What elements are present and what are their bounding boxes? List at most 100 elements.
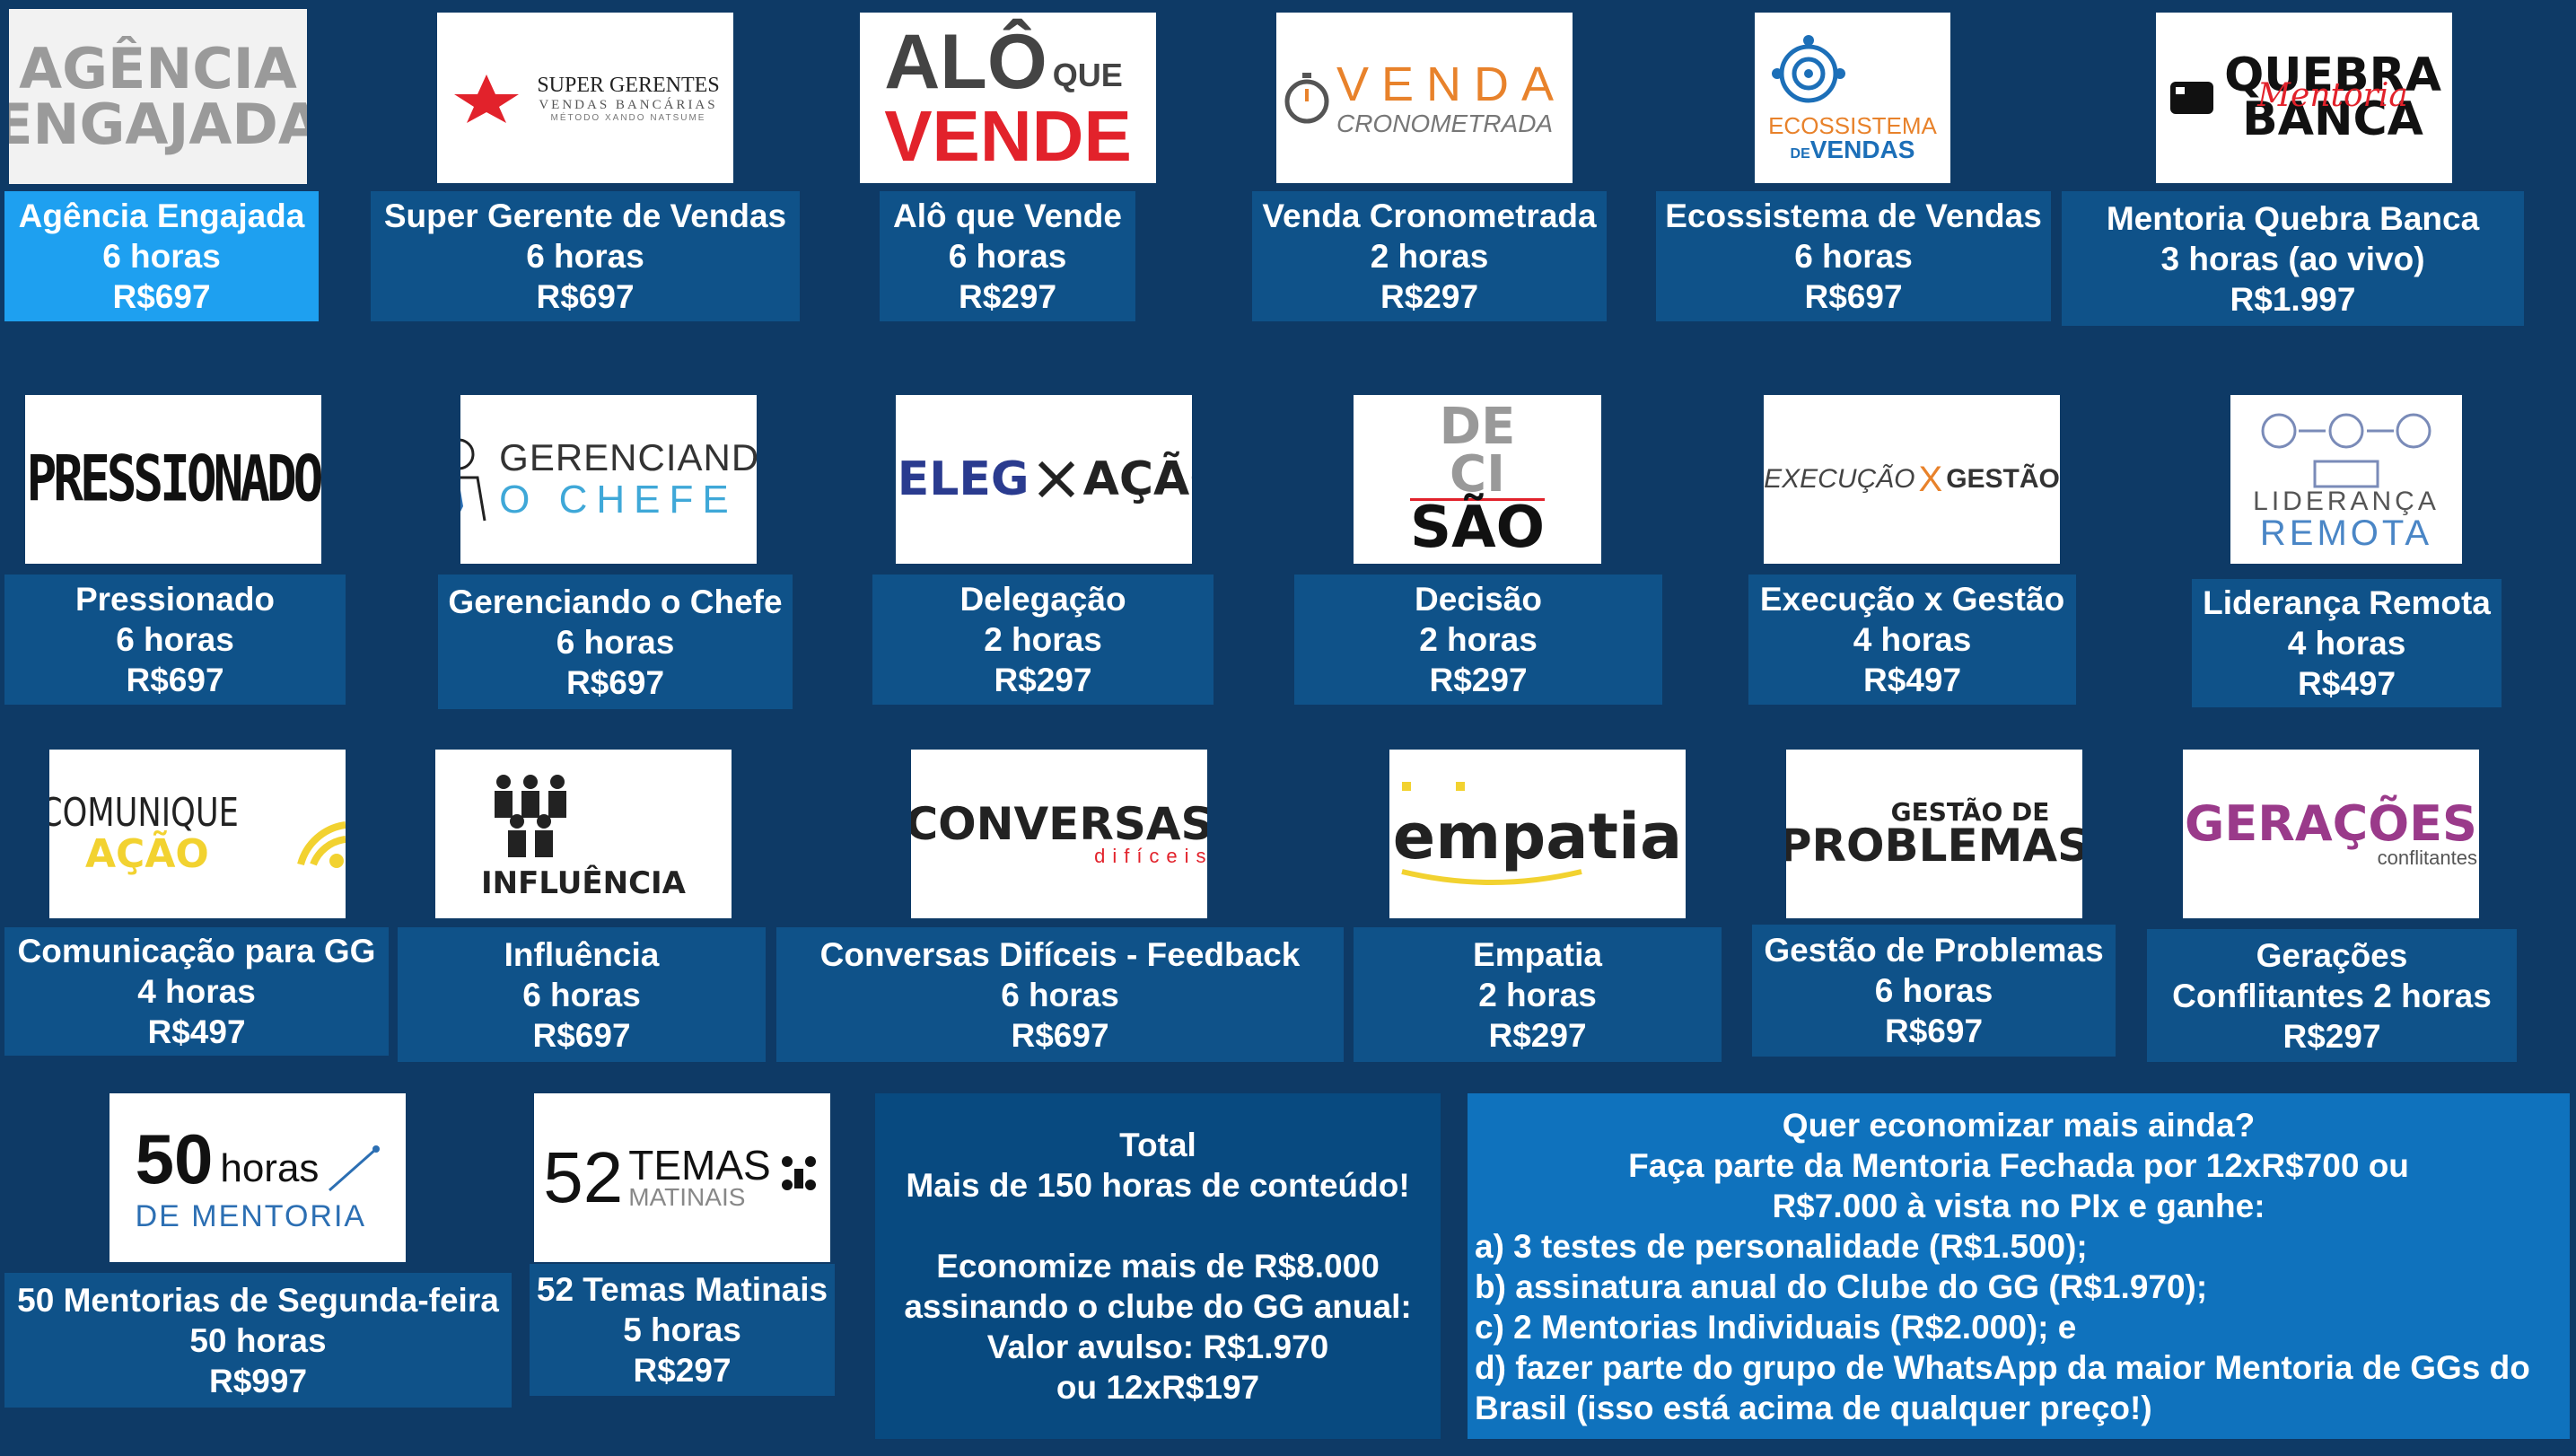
course-card-delegacao[interactable]: Delegação 2 horas R$297	[872, 575, 1214, 705]
logo-banca: BANCA	[2242, 92, 2423, 146]
summary-club: assinando o clube do GG anual:	[904, 1288, 1412, 1325]
course-card-agencia-engajada[interactable]: Agência Engajada 6 horas R$697	[4, 191, 319, 321]
logo-alo: ALÔ	[884, 19, 1047, 105]
offer-item-d-line1: d) fazer parte do grupo de WhatsApp da m…	[1475, 1348, 2530, 1386]
logo-gestao-problemas[interactable]: GESTÃO DE PROBLEMAS	[1786, 750, 2082, 918]
course-card-execucao[interactable]: Execução x Gestão 4 horas R$497	[1748, 575, 2076, 705]
course-duration: 2 horas	[984, 621, 1102, 658]
course-card-influencia[interactable]: Influência 6 horas R$697	[398, 927, 766, 1062]
course-card-50-mentorias[interactable]: 50 Mentorias de Segunda-feira 50 horas R…	[4, 1273, 512, 1408]
logo-problemas: PROBLEMAS	[1786, 819, 2082, 872]
course-card-geracoes[interactable]: Gerações Conflitantes 2 horas R$297	[2147, 929, 2517, 1062]
logo-conversas: CONVERSAS	[911, 798, 1207, 850]
logo-52: 52	[543, 1137, 624, 1217]
course-price: R$697	[126, 662, 224, 698]
logo-acao: AÇÃO	[1082, 452, 1192, 506]
course-card-ecossistema[interactable]: Ecossistema de Vendas 6 horas R$697	[1656, 191, 2051, 321]
logo-lideranca-remota[interactable]: LIDERANÇA REMOTA	[2230, 395, 2462, 564]
logo-gestao: GESTÃO	[1946, 464, 2060, 494]
course-card-pressionado[interactable]: Pressionado 6 horas R$697	[4, 575, 346, 705]
logo-empatia[interactable]: empatia	[1389, 750, 1686, 918]
course-price: R$297	[633, 1352, 732, 1389]
logo-agencia-engajada[interactable]: AGÊNCIA ENGAJADA	[9, 9, 307, 184]
course-duration: 50 horas	[189, 1321, 327, 1359]
course-duration: 6 horas	[116, 621, 234, 658]
logo-quebra: QUEBRA	[2224, 48, 2441, 102]
offer-headline: Quer economizar mais ainda?	[1782, 1106, 2256, 1144]
course-price: R$697	[112, 278, 211, 315]
summary-installments: ou 12xR$197	[1056, 1369, 1260, 1406]
course-duration: 3 horas (ao vivo)	[2160, 240, 2425, 277]
summary-savings: Economize mais de R$8.000	[936, 1248, 1380, 1285]
course-duration: 6 horas	[1794, 238, 1913, 275]
course-duration: 5 horas	[623, 1311, 741, 1348]
logo-ci: CI	[1409, 450, 1546, 502]
growth-line-icon	[329, 1145, 381, 1192]
course-price: R$697	[565, 663, 665, 701]
course-card-lideranca-remota[interactable]: Liderança Remota 4 horas R$497	[2192, 579, 2502, 707]
logo-super-sub: VENDAS BANCÁRIAS	[539, 97, 718, 112]
course-title: Agência Engajada	[18, 197, 305, 234]
logo-de: DE	[1439, 397, 1516, 456]
people-group-icon	[495, 775, 566, 857]
logo-super-gerentes[interactable]: SUPER GERENTES VENDAS BANCÁRIAS MÉTODO X…	[437, 13, 733, 183]
course-title: Ecossistema de Vendas	[1665, 197, 2042, 234]
logo-execucao-gestao[interactable]: EXECUÇÃO X GESTÃO	[1764, 395, 2060, 564]
offer-pix-price: R$7.000 à vista no PIx e ganhe:	[1772, 1187, 2265, 1224]
logo-ecossistema[interactable]: ECOSSISTEMA DEVENDAS	[1755, 13, 1950, 183]
logo-influencia[interactable]: INFLUÊNCIA	[435, 750, 732, 918]
logo-conversas-dificeis[interactable]: CONVERSAS difíceis	[911, 750, 1207, 918]
logo-super-title: SUPER GERENTES	[537, 73, 720, 97]
summary-price: Valor avulso: R$1.970	[986, 1329, 1329, 1365]
course-card-conversas[interactable]: Conversas Difíceis - Feedback 6 horas R$…	[776, 927, 1344, 1062]
logo-alo-vende: VENDE	[884, 96, 1132, 176]
logo-execucao: EXECUÇÃO	[1764, 464, 1915, 494]
course-price: R$497	[147, 1013, 246, 1050]
offer-mentoria-price: Faça parte da Mentoria Fechada por 12xR$…	[1628, 1146, 2409, 1184]
remote-team-icon	[2261, 413, 2431, 488]
course-card-super-gerente[interactable]: Super Gerente de Vendas 6 horas R$697	[371, 191, 800, 321]
course-card-52-temas[interactable]: 52 Temas Matinais 5 horas R$297	[530, 1264, 835, 1396]
course-title: Comunicação para GG	[17, 933, 376, 969]
summary-hours: Mais de 150 horas de conteúdo!	[906, 1167, 1410, 1204]
logo-comunique: COMUNIQUE	[49, 789, 239, 836]
logo-quebra-banca[interactable]: QUEBRA BANCA Mentoria	[2156, 13, 2452, 183]
logo-50-horas[interactable]: 50 horas DE MENTORIA	[110, 1093, 406, 1262]
course-card-venda-cronometrada[interactable]: Venda Cronometrada 2 horas R$297	[1252, 191, 1607, 321]
course-title: Venda Cronometrada	[1262, 197, 1597, 234]
summary-total-label: Total	[1119, 1127, 1196, 1163]
logo-ecossistema-title: ECOSSISTEMA	[1768, 112, 1937, 139]
logo-alo-que: QUE	[1052, 57, 1123, 93]
course-title: Super Gerente de Vendas	[383, 197, 787, 234]
logo-alo-que-vende[interactable]: ALÔ QUE VENDE	[860, 13, 1156, 183]
course-card-quebra-banca[interactable]: Mentoria Quebra Banca 3 horas (ao vivo) …	[2062, 191, 2524, 326]
course-duration: 4 horas	[1853, 621, 1972, 658]
course-card-alo-que-vende[interactable]: Alô que Vende 6 horas R$297	[880, 191, 1135, 321]
course-card-gestao-problemas[interactable]: Gestão de Problemas 6 horas R$697	[1752, 925, 2116, 1057]
logo-venda-cronometrada[interactable]: VENDA CRONOMETRADA	[1276, 13, 1573, 183]
logo-comunique-acao: AÇÃO	[84, 831, 209, 877]
logo-decisao[interactable]: DE CI SÃO	[1354, 395, 1601, 564]
logo-comunique-acao[interactable]: COMUNIQUE AÇÃO	[49, 750, 346, 918]
course-card-gerenciando[interactable]: Gerenciando o Chefe 6 horas R$697	[438, 575, 793, 709]
logo-52-temas[interactable]: 52 TEMAS MATINAIS	[534, 1093, 830, 1262]
course-card-empatia[interactable]: Empatia 2 horas R$297	[1354, 927, 1722, 1062]
offer-box[interactable]: Quer economizar mais ainda? Faça parte d…	[1468, 1093, 2570, 1439]
course-card-decisao[interactable]: Decisão 2 horas R$297	[1294, 575, 1662, 705]
course-duration: Conflitantes 2 horas	[2172, 977, 2492, 1014]
logo-conflitantes: conflitantes	[2377, 846, 2477, 869]
logo-delegacao[interactable]: DELEG AÇÃO	[896, 395, 1192, 564]
course-price: R$297	[2282, 1017, 2381, 1055]
smile-mouth-icon	[1401, 869, 1582, 885]
course-card-comunicacao[interactable]: Comunicação para GG 4 horas R$497	[4, 927, 389, 1056]
course-price: R$697	[1884, 1013, 1984, 1049]
course-title: Influência	[504, 935, 660, 973]
logo-pressionado[interactable]: PRESSIONADO	[25, 395, 321, 564]
course-title: Delegação	[959, 581, 1126, 618]
logo-geracoes[interactable]: GERAÇÕES conflitantes	[2183, 750, 2479, 918]
course-title: 50 Mentorias de Segunda-feira	[17, 1281, 499, 1319]
logo-sao: SÃO	[1409, 495, 1546, 562]
logo-empatia-text: empatia	[1392, 800, 1683, 873]
